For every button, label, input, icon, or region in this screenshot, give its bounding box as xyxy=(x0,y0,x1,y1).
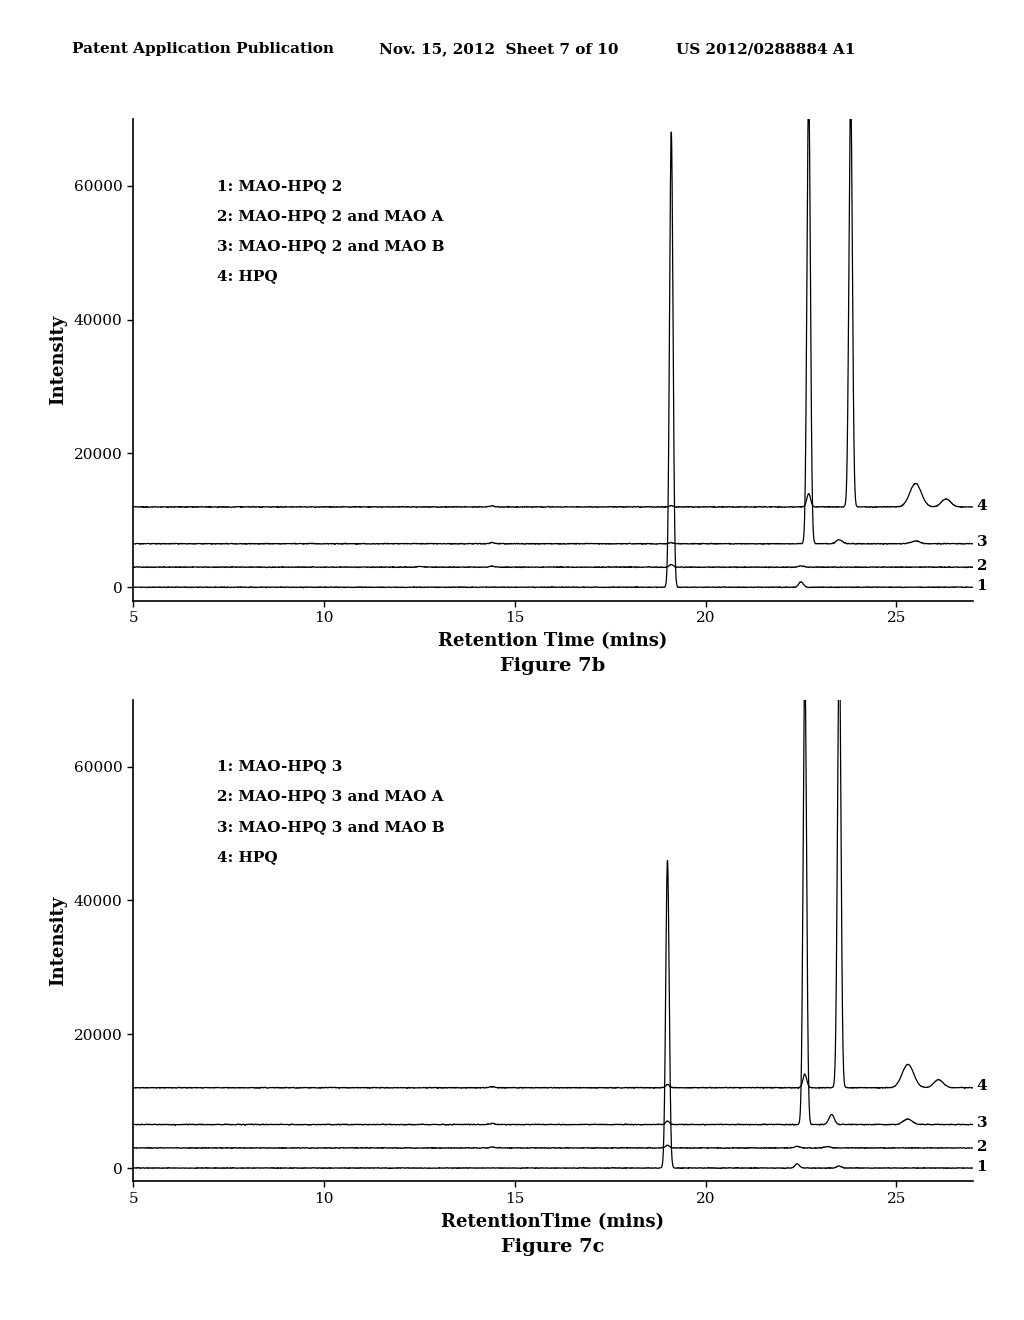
Text: 3: 3 xyxy=(977,536,987,549)
Text: 1: MAO-HPQ 2: 1: MAO-HPQ 2 xyxy=(217,178,342,193)
Text: Nov. 15, 2012  Sheet 7 of 10: Nov. 15, 2012 Sheet 7 of 10 xyxy=(379,42,618,57)
Text: 3: MAO-HPQ 3 and MAO B: 3: MAO-HPQ 3 and MAO B xyxy=(217,820,444,834)
Text: 1: 1 xyxy=(977,579,987,593)
Text: Figure 7b: Figure 7b xyxy=(501,657,605,676)
Y-axis label: Intensity: Intensity xyxy=(49,314,67,405)
Text: 4: HPQ: 4: HPQ xyxy=(217,269,278,282)
Text: 2: MAO-HPQ 3 and MAO A: 2: MAO-HPQ 3 and MAO A xyxy=(217,789,443,804)
X-axis label: RetentionTime (mins): RetentionTime (mins) xyxy=(441,1213,665,1230)
Text: 2: MAO-HPQ 2 and MAO A: 2: MAO-HPQ 2 and MAO A xyxy=(217,209,443,223)
Text: 4: 4 xyxy=(977,1080,987,1093)
Text: 2: 2 xyxy=(977,1139,987,1154)
Text: 2: 2 xyxy=(977,558,987,573)
X-axis label: Retention Time (mins): Retention Time (mins) xyxy=(438,632,668,649)
Text: 3: MAO-HPQ 2 and MAO B: 3: MAO-HPQ 2 and MAO B xyxy=(217,239,444,253)
Text: 4: 4 xyxy=(977,499,987,512)
Text: 1: MAO-HPQ 3: 1: MAO-HPQ 3 xyxy=(217,759,342,774)
Y-axis label: Intensity: Intensity xyxy=(49,895,67,986)
Text: Patent Application Publication: Patent Application Publication xyxy=(72,42,334,57)
Text: US 2012/0288884 A1: US 2012/0288884 A1 xyxy=(676,42,855,57)
Text: Figure 7c: Figure 7c xyxy=(501,1238,605,1257)
Text: 1: 1 xyxy=(977,1160,987,1173)
Text: 3: 3 xyxy=(977,1117,987,1130)
Text: 4: HPQ: 4: HPQ xyxy=(217,850,278,863)
